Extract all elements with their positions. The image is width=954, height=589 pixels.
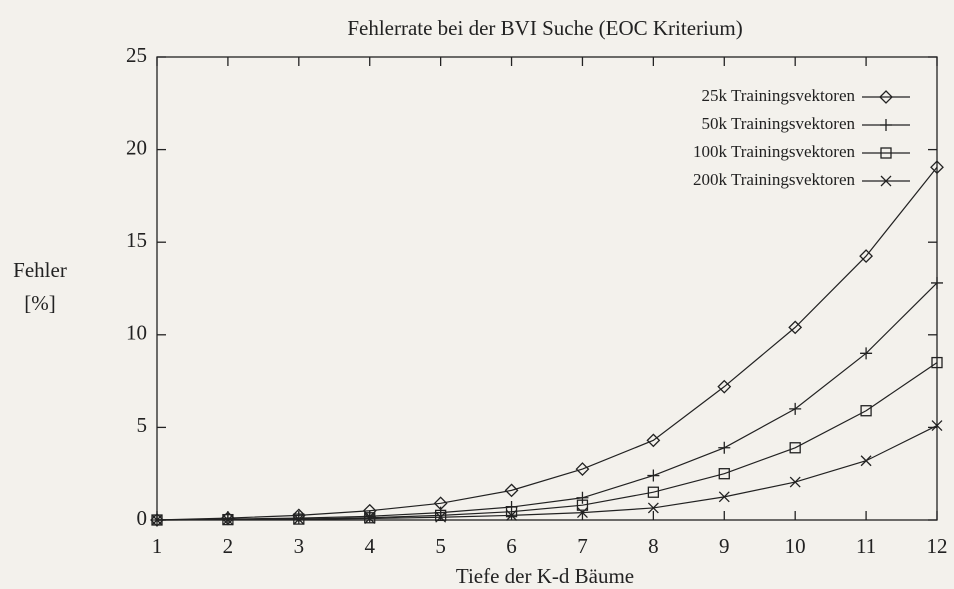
series-line: [156, 362, 938, 521]
marker: [718, 468, 730, 480]
marker: [880, 147, 892, 159]
x-tick-label: 2: [223, 534, 234, 558]
marker: [880, 119, 892, 131]
marker: [576, 507, 588, 519]
marker: [222, 514, 234, 526]
marker: [931, 356, 943, 369]
y-axis-label: Fehler: [13, 258, 67, 282]
x-tick-label: 10: [785, 534, 806, 558]
x-tick-label: 7: [577, 534, 588, 558]
y-tick-label: 20: [126, 135, 147, 159]
x-tick-label: 1: [152, 534, 163, 558]
legend-label: 50k Trainingsvektoren: [702, 114, 856, 133]
legend-label: 25k Trainingsvektoren: [702, 86, 856, 105]
marker: [880, 175, 892, 187]
marker: [504, 483, 519, 498]
marker: [647, 469, 660, 482]
marker: [860, 405, 872, 417]
marker: [435, 511, 447, 523]
marker: [717, 379, 732, 394]
marker: [505, 506, 518, 518]
marker: [364, 513, 376, 524]
marker: [860, 347, 873, 360]
marker: [647, 502, 659, 514]
marker: [293, 513, 305, 525]
y-tick-label: 25: [126, 43, 147, 67]
marker: [647, 486, 660, 498]
marker: [860, 455, 872, 467]
marker: [575, 462, 590, 476]
marker: [859, 249, 874, 264]
x-tick-label: 5: [435, 534, 446, 558]
series-line: [156, 166, 938, 521]
marker: [879, 90, 893, 104]
y-tick-label: 0: [137, 506, 148, 530]
marker: [931, 276, 943, 289]
series-line: [156, 425, 938, 521]
legend-label: 100k Trainingsvektoren: [693, 142, 855, 161]
marker: [576, 491, 589, 504]
marker: [434, 509, 447, 522]
x-tick-label: 6: [506, 534, 517, 558]
marker: [718, 491, 730, 503]
x-tick-label: 12: [927, 534, 948, 558]
y-tick-label: 10: [126, 321, 147, 345]
marker: [789, 402, 802, 415]
y-tick-label: 5: [137, 413, 148, 437]
legend-label: 200k Trainingsvektoren: [693, 170, 855, 189]
marker: [789, 476, 801, 488]
x-tick-label: 9: [719, 534, 730, 558]
marker: [718, 441, 731, 454]
x-tick-label: 4: [364, 534, 375, 558]
x-tick-label: 3: [294, 534, 305, 558]
series-line: [156, 282, 938, 521]
marker: [931, 420, 943, 432]
marker: [506, 509, 518, 521]
marker: [788, 320, 803, 335]
marker: [151, 514, 163, 526]
marker: [364, 512, 376, 524]
marker: [789, 442, 801, 454]
marker: [930, 160, 944, 175]
x-tick-label: 8: [648, 534, 659, 558]
chart-title: Fehlerrate bei der BVI Suche (EOC Kriter…: [347, 16, 742, 40]
x-tick-label: 11: [856, 534, 876, 558]
y-axis-label: [%]: [24, 291, 55, 315]
x-axis-label: Tiefe der K-d Bäume: [456, 564, 634, 588]
marker: [646, 433, 661, 448]
marker: [576, 499, 589, 511]
y-tick-label: 15: [126, 228, 147, 252]
